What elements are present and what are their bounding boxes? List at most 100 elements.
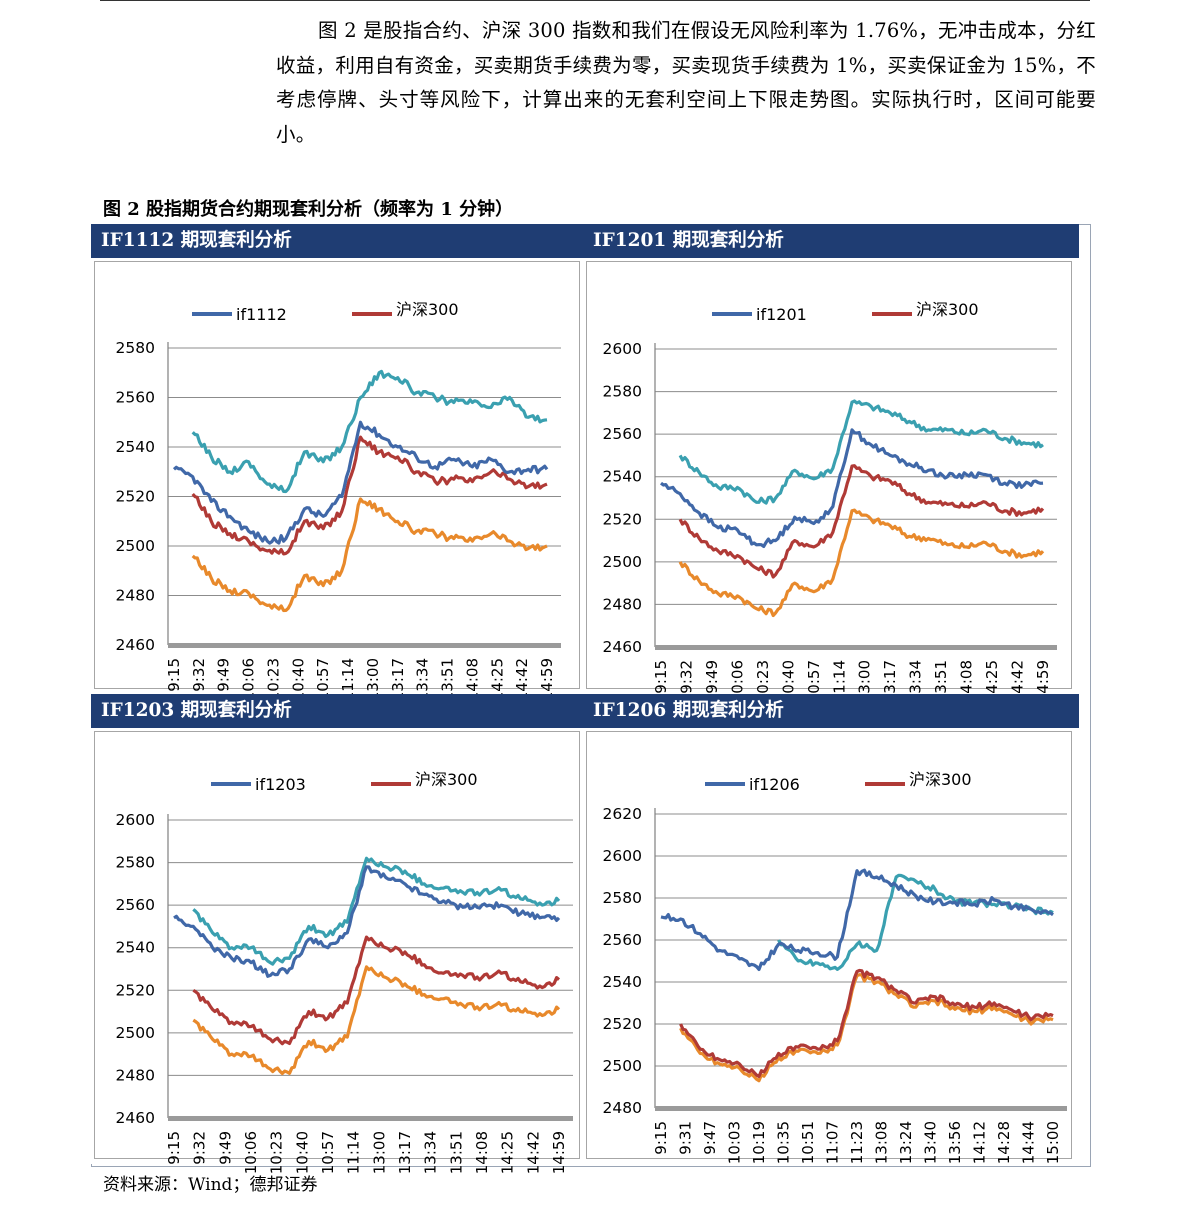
chart-if1203: 2460 2480 2500 2520 2540 2560 2580 2600 9:15 9:32…: [116, 770, 573, 1174]
x-tick-label: 10:57: [314, 658, 332, 701]
y-tick-label: 2460: [116, 1109, 155, 1127]
x-tick-label: 10:23: [264, 658, 282, 701]
x-tick-label: 10:51: [799, 1121, 817, 1164]
top-rule: [100, 0, 1090, 1]
series-line: [191, 497, 548, 613]
y-tick-label: 2500: [603, 553, 642, 571]
y-tick-label: 2480: [116, 587, 155, 605]
x-tick-label: 9:32: [190, 658, 208, 692]
x-tick-label: 11:14: [830, 660, 848, 703]
y-tick-label: 2520: [603, 1015, 642, 1033]
legend-label: if1203: [255, 775, 306, 794]
y-tick-label: 2580: [116, 854, 155, 872]
x-tick-label: 13:40: [922, 1121, 940, 1164]
panel-title: IF1206 期现套利分析: [583, 694, 1079, 728]
chart-panel-if1201: IF1201 期现套利分析 2460 2480 2500 2520 2540 2560 25…: [583, 224, 1079, 703]
x-tick-label: 13:24: [897, 1121, 915, 1164]
x-axis: [168, 1116, 573, 1121]
legend-label: 沪深300: [396, 300, 459, 319]
x-axis: [168, 643, 561, 648]
series-line: [191, 435, 548, 556]
series-line: [678, 508, 1045, 618]
y-tick-label: 2560: [116, 896, 155, 914]
chart-if1206: 2480 2500 2520 2540 2560 2580 2600 2620 9:15 9:31…: [603, 770, 1067, 1164]
x-tick-label: 13:17: [396, 1131, 414, 1174]
x-tick-label: 14:12: [971, 1121, 989, 1164]
series-line: [192, 965, 561, 1076]
y-tick-label: 2580: [116, 339, 155, 357]
x-tick-label: 10:06: [728, 660, 746, 703]
x-tick-label: 14:08: [473, 1131, 491, 1174]
x-tick-label: 9:32: [677, 660, 695, 694]
x-tick-label: 9:15: [165, 1131, 183, 1165]
x-tick-label: 11:23: [848, 1121, 866, 1164]
x-tick-label: 14:25: [499, 1131, 517, 1174]
x-axis: [655, 645, 1057, 650]
y-tick-label: 2480: [603, 595, 642, 613]
x-tick-label: 10:06: [240, 658, 258, 701]
x-tick-label: 9:15: [652, 1121, 670, 1155]
x-tick-label: 10:35: [775, 1121, 793, 1164]
x-tick-label: 14:08: [463, 658, 481, 701]
series-line: [192, 856, 561, 966]
legend-label: if1206: [749, 775, 800, 794]
series-line: [679, 973, 1054, 1083]
y-tick-label: 2480: [116, 1066, 155, 1084]
x-tick-label: 10:57: [319, 1131, 337, 1174]
panel-title: IF1203 期现套利分析: [91, 694, 587, 728]
x-tick-label: 10:23: [754, 660, 772, 703]
x-tick-label: 13:34: [422, 1131, 440, 1174]
series-line: [679, 968, 1054, 1079]
y-tick-label: 2580: [603, 889, 642, 907]
x-tick-label: 13:17: [881, 660, 899, 703]
series-line: [678, 399, 1044, 505]
y-tick-label: 2600: [116, 811, 155, 829]
series-line: [192, 935, 561, 1046]
x-tick-label: 10:06: [242, 1131, 260, 1174]
x-tick-label: 13:08: [873, 1121, 891, 1164]
x-tick-label: 13:00: [364, 658, 382, 701]
panel-title: IF1112 期现套利分析: [91, 224, 587, 258]
legend-label: 沪深300: [916, 300, 979, 319]
source-note: 资料来源：Wind；德邦证券: [103, 1175, 318, 1195]
x-tick-label: 9:31: [677, 1121, 695, 1155]
series-line: [172, 420, 549, 545]
series-line: [660, 868, 1054, 971]
x-tick-label: 11:07: [824, 1121, 842, 1164]
x-tick-label: 13:51: [439, 658, 457, 701]
x-tick-label: 9:47: [701, 1121, 719, 1155]
x-tick-label: 14:28: [995, 1121, 1013, 1164]
x-tick-label: 14:59: [550, 1131, 568, 1174]
x-tick-label: 10:40: [779, 660, 797, 703]
y-tick-label: 2500: [116, 537, 155, 555]
x-tick-label: 14:59: [538, 658, 556, 701]
x-tick-label: 13:51: [447, 1131, 465, 1174]
body-paragraph: 图 2 是股指合约、沪深 300 指数和我们在假设无风险利率为 1.76%，无冲…: [276, 19, 1096, 146]
x-tick-label: 10:19: [750, 1121, 768, 1164]
chart-panel-if1206: IF1206 期现套利分析 2480 2500 2520 2540 2560 2580 26…: [583, 694, 1079, 1164]
y-tick-label: 2520: [116, 981, 155, 999]
x-tick-label: 14:25: [983, 660, 1001, 703]
y-tick-label: 2500: [603, 1057, 642, 1075]
series-line: [678, 464, 1045, 579]
y-tick-label: 2520: [116, 488, 155, 506]
x-tick-label: 10:40: [289, 658, 307, 701]
chart-panel-if1112: IF1112 期现套利分析 2460 2480 2500 2520 2540 2560 25…: [91, 224, 587, 701]
series-line: [173, 865, 561, 978]
x-tick-label: 13:00: [856, 660, 874, 703]
chart-if1201: 2460 2480 2500 2520 2540 2560 2580 2600 9:15 9:32…: [603, 300, 1057, 703]
x-tick-label: 13:00: [370, 1131, 388, 1174]
legend-label: if1201: [756, 305, 807, 324]
y-tick-label: 2500: [116, 1024, 155, 1042]
series-line: [777, 873, 1054, 971]
x-tick-label: 14:42: [513, 658, 531, 701]
x-tick-label: 13:51: [932, 660, 950, 703]
x-tick-label: 13:34: [414, 658, 432, 701]
x-tick-label: 10:23: [268, 1131, 286, 1174]
legend-label: 沪深300: [415, 770, 478, 789]
x-axis: [655, 1106, 1067, 1111]
x-tick-label: 9:15: [165, 658, 183, 692]
x-tick-label: 13:56: [946, 1121, 964, 1164]
x-tick-label: 15:00: [1044, 1121, 1062, 1164]
x-tick-label: 9:32: [191, 1131, 209, 1165]
